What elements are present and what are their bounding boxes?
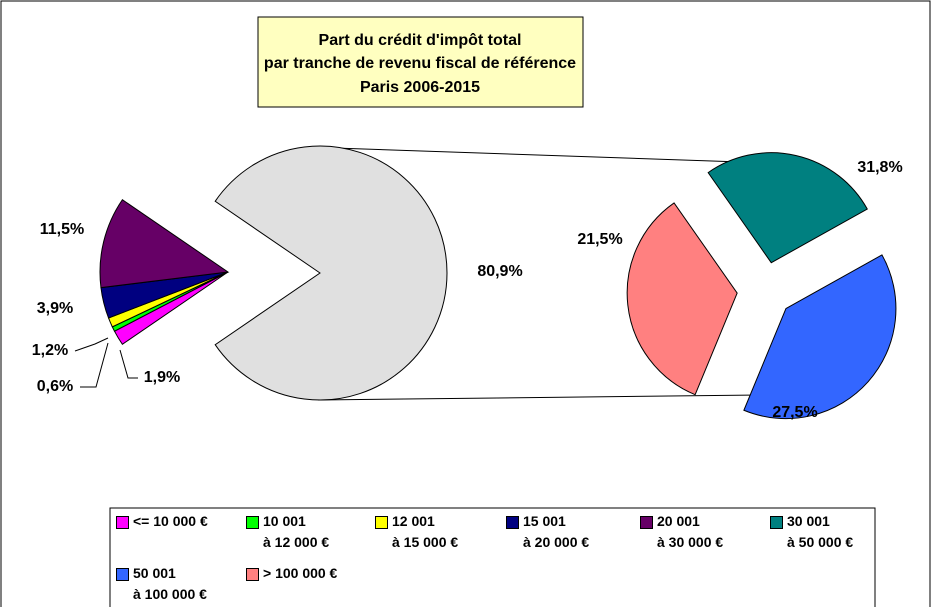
data-label: 3,9% bbox=[37, 300, 73, 317]
legend-label: > 100 000 € bbox=[263, 565, 338, 581]
pie-slice bbox=[99, 199, 230, 289]
legend-swatch bbox=[116, 568, 129, 581]
connector-line bbox=[317, 394, 761, 401]
legend-swatch bbox=[506, 516, 519, 529]
data-label: 1,9% bbox=[144, 369, 180, 386]
data-label: 27,5% bbox=[772, 404, 817, 421]
legend-swatch bbox=[640, 516, 653, 529]
legend-label: 10 001 à 12 000 € bbox=[263, 513, 330, 550]
pie-slice bbox=[743, 254, 897, 420]
chart-title: par tranche de revenu fiscal de référenc… bbox=[264, 55, 576, 72]
legend-swatch bbox=[116, 516, 129, 529]
legend-box bbox=[109, 507, 876, 607]
chart-title: Paris 2006-2015 bbox=[360, 79, 480, 96]
data-label: 31,8% bbox=[857, 159, 902, 176]
data-label: 21,5% bbox=[577, 231, 622, 248]
legend-swatch bbox=[246, 568, 259, 581]
chart-title: Part du crédit d'impôt total bbox=[319, 32, 522, 49]
legend-swatch bbox=[375, 516, 388, 529]
legend-label: 30 001 à 50 000 € bbox=[787, 513, 854, 550]
legend-label: <= 10 000 € bbox=[133, 513, 208, 529]
leader-line bbox=[119, 349, 138, 379]
leader-line bbox=[74, 337, 109, 352]
legend-label: 50 001 à 100 000 € bbox=[133, 565, 207, 602]
legend-swatch bbox=[246, 516, 259, 529]
legend-swatch bbox=[770, 516, 783, 529]
pie-slice bbox=[214, 145, 448, 401]
pie-slice bbox=[707, 152, 868, 264]
data-label: 1,2% bbox=[32, 342, 68, 359]
legend-label: 15 001 à 20 000 € bbox=[523, 513, 590, 550]
data-label: 80,9% bbox=[477, 263, 522, 280]
leader-line bbox=[80, 342, 109, 388]
title-box bbox=[257, 16, 584, 108]
pie-slice bbox=[626, 202, 738, 396]
data-label: 11,5% bbox=[40, 221, 84, 238]
legend-label: 20 001 à 30 000 € bbox=[657, 513, 724, 550]
connector-line bbox=[304, 146, 801, 165]
data-label: 0,6% bbox=[37, 378, 73, 395]
legend-label: 12 001 à 15 000 € bbox=[392, 513, 459, 550]
